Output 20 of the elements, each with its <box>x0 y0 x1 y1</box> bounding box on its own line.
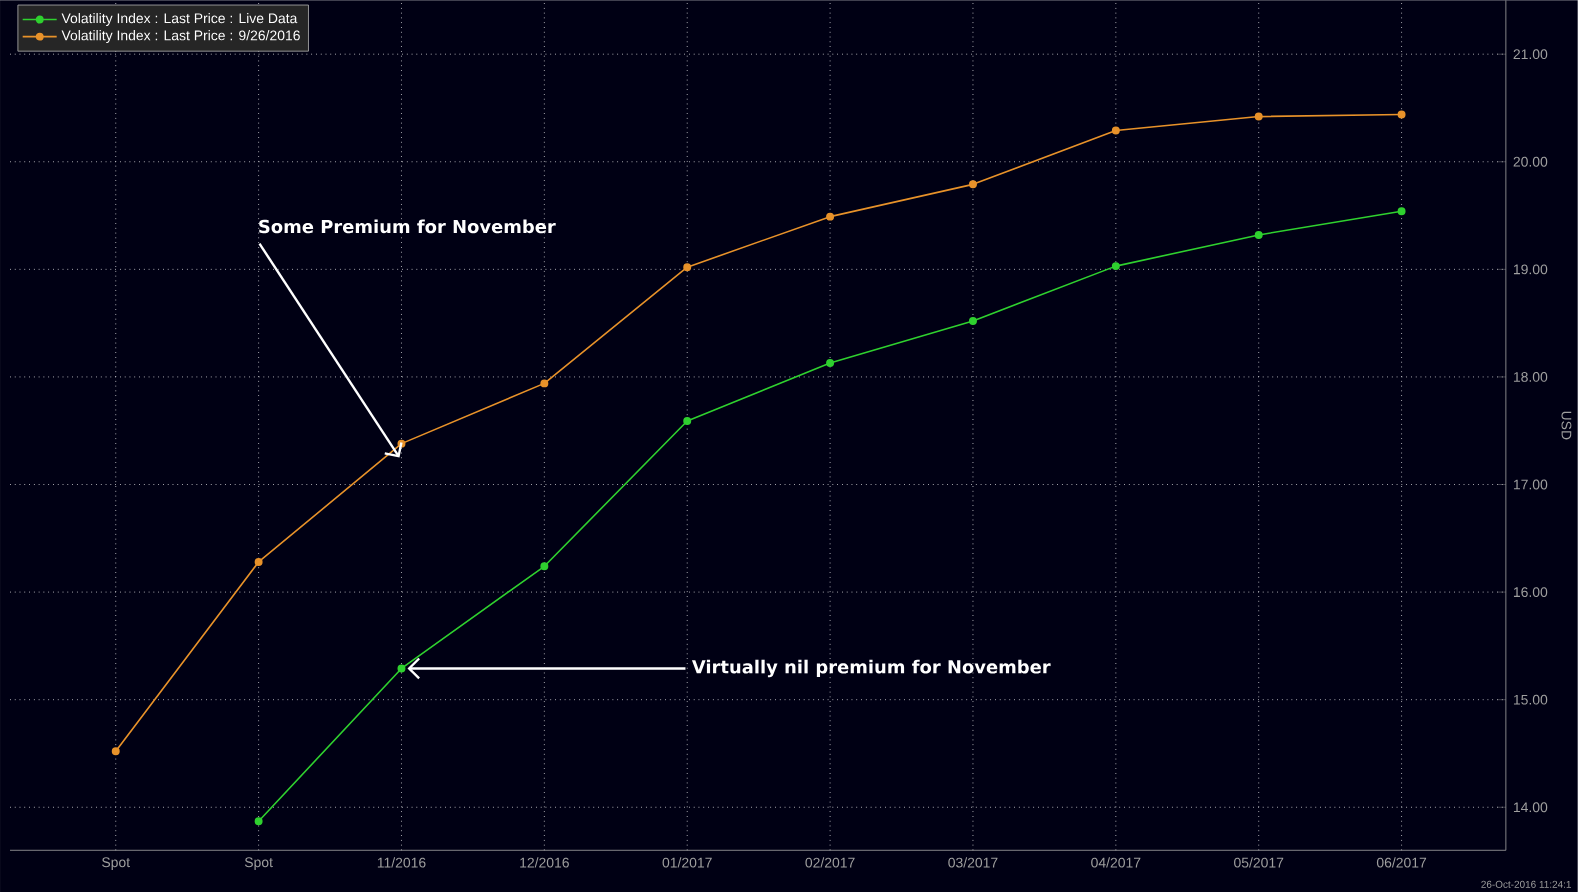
annotation: Some Premium for November <box>259 219 556 234</box>
point <box>1254 230 1263 239</box>
point <box>540 562 549 571</box>
point <box>1397 207 1406 216</box>
point <box>1397 110 1406 119</box>
point <box>968 180 977 189</box>
point <box>826 358 835 367</box>
point <box>111 747 120 756</box>
point <box>1111 262 1120 270</box>
point <box>683 263 692 272</box>
annotation: Virtually nil premium for November <box>691 659 1051 678</box>
point <box>1254 112 1263 121</box>
point <box>397 664 406 673</box>
point <box>1111 126 1120 135</box>
point <box>968 316 977 325</box>
point <box>826 212 835 221</box>
point <box>254 557 263 566</box>
point <box>540 379 549 388</box>
point <box>254 817 263 826</box>
point <box>683 416 692 425</box>
